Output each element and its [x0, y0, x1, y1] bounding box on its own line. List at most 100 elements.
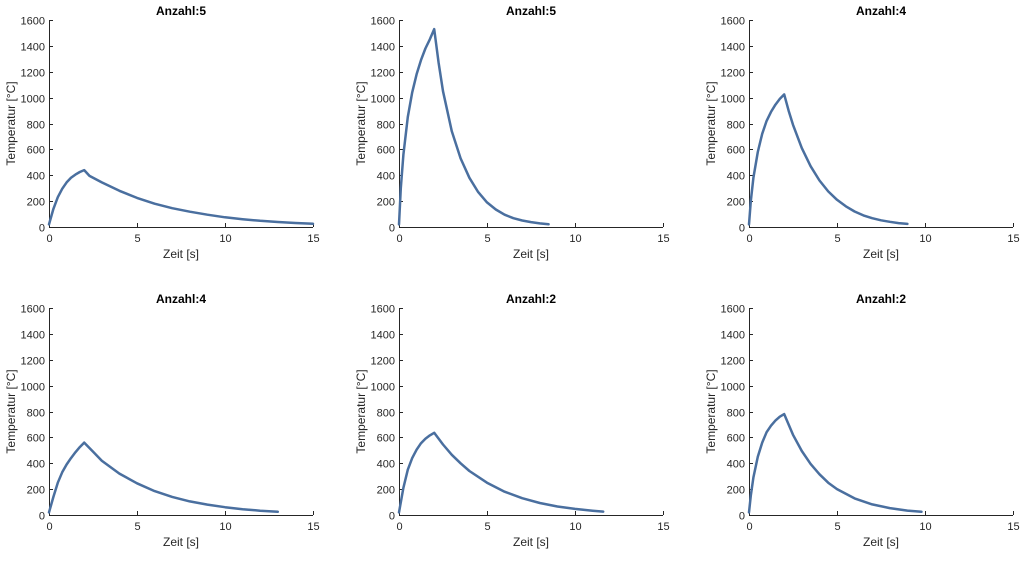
- x-tick-label: 15: [657, 521, 669, 533]
- x-tick-label: 10: [569, 233, 581, 245]
- y-tick-label: 400: [27, 459, 45, 471]
- y-tick-label: 600: [377, 145, 395, 157]
- series-line-1: [47, 168, 315, 226]
- y-tick-label: 200: [27, 197, 45, 209]
- x-tick-label: 10: [219, 521, 231, 533]
- chart-title: Anzahl:2: [856, 292, 906, 306]
- y-tick-label: 800: [27, 120, 45, 132]
- y-tick-label: 200: [27, 485, 45, 497]
- y-tick-label: 800: [377, 120, 395, 132]
- y-tick-label: 1200: [21, 356, 45, 368]
- x-tick-label: 15: [1007, 233, 1019, 245]
- x-axis-label: Zeit [s]: [163, 535, 199, 549]
- y-tick-label: 1200: [21, 68, 45, 80]
- x-tick-label: 0: [46, 521, 52, 533]
- x-tick-label: 5: [484, 521, 490, 533]
- y-tick-label: 1400: [21, 330, 45, 342]
- y-tick-label: 0: [739, 511, 745, 523]
- x-tick-label: 10: [919, 233, 931, 245]
- chart-title: Anzahl:2: [506, 292, 556, 306]
- y-tick-label: 800: [727, 120, 745, 132]
- y-tick-label: 1600: [21, 16, 45, 28]
- y-tick-label: 200: [377, 197, 395, 209]
- y-tick-label: 800: [27, 408, 45, 420]
- y-tick-label: 1600: [721, 16, 745, 28]
- chart-panel-5: 0 200 400 600 800 1000 1200 1400 1600 0 5 10 15 Anzah…: [354, 292, 670, 549]
- x-tick-label: 15: [307, 233, 319, 245]
- y-tick-label: 400: [377, 459, 395, 471]
- y-axis-label: Temperatur [°C]: [4, 81, 18, 165]
- series-line-1: [747, 412, 923, 514]
- x-tick-label: 10: [219, 233, 231, 245]
- chart-title: Anzahl:4: [156, 292, 206, 306]
- y-axis-label: Temperatur [°C]: [354, 369, 368, 453]
- x-tick-label: 10: [569, 521, 581, 533]
- y-tick-label: 1200: [721, 68, 745, 80]
- y-tick-label: 0: [739, 223, 745, 235]
- y-tick-label: 1400: [371, 330, 395, 342]
- x-tick-label: 5: [834, 521, 840, 533]
- x-tick-label: 0: [746, 233, 752, 245]
- y-axis-label: Temperatur [°C]: [704, 369, 718, 453]
- series-line-1: [397, 431, 605, 514]
- y-axis-label: Temperatur [°C]: [704, 81, 718, 165]
- y-tick-label: 200: [377, 485, 395, 497]
- y-tick-label: 400: [727, 171, 745, 183]
- x-axis-label: Zeit [s]: [863, 535, 899, 549]
- x-tick-label: 0: [46, 233, 52, 245]
- y-tick-label: 1000: [21, 94, 45, 106]
- y-tick-label: 400: [377, 171, 395, 183]
- y-tick-label: 1600: [21, 304, 45, 316]
- y-tick-label: 0: [389, 511, 395, 523]
- y-axis-label: Temperatur [°C]: [4, 369, 18, 453]
- y-tick-label: 800: [727, 408, 745, 420]
- y-tick-label: 200: [727, 197, 745, 209]
- y-tick-label: 1000: [371, 94, 395, 106]
- y-tick-label: 1200: [371, 68, 395, 80]
- chart-panel-2: 0 200 400 600 800 1000 1200 1400 1600 0 5 10 15 Anzah…: [354, 4, 670, 261]
- y-tick-label: 0: [39, 223, 45, 235]
- x-tick-label: 5: [834, 233, 840, 245]
- y-tick-label: 600: [377, 433, 395, 445]
- y-tick-label: 1200: [721, 356, 745, 368]
- y-tick-label: 800: [377, 408, 395, 420]
- y-tick-label: 1200: [371, 356, 395, 368]
- chart-title: Anzahl:4: [856, 4, 906, 18]
- x-axis-label: Zeit [s]: [513, 535, 549, 549]
- chart-panel-1: 0 200 400 600 800 1000 1200 1400 1600 0 5 10 15 Anzah…: [4, 4, 320, 261]
- x-tick-label: 5: [134, 521, 140, 533]
- x-tick-label: 5: [134, 233, 140, 245]
- chart-title: Anzahl:5: [156, 4, 206, 18]
- y-tick-label: 600: [27, 433, 45, 445]
- y-axis-label: Temperatur [°C]: [354, 81, 368, 165]
- y-tick-label: 1400: [21, 42, 45, 54]
- x-axis-label: Zeit [s]: [513, 247, 549, 261]
- y-tick-label: 200: [727, 485, 745, 497]
- y-tick-label: 600: [727, 433, 745, 445]
- series-line-1: [397, 27, 550, 226]
- x-tick-label: 0: [746, 521, 752, 533]
- x-tick-label: 15: [1007, 521, 1019, 533]
- y-tick-label: 0: [39, 511, 45, 523]
- y-tick-label: 1600: [371, 16, 395, 28]
- y-tick-label: 1000: [721, 94, 745, 106]
- chart-title: Anzahl:5: [506, 4, 556, 18]
- x-tick-label: 10: [919, 521, 931, 533]
- y-tick-label: 1000: [371, 382, 395, 394]
- series-line-1: [47, 441, 280, 514]
- chart-panel-3: 0 200 400 600 800 1000 1200 1400 1600 0 5 10 15 Anzah…: [704, 4, 1020, 261]
- y-tick-label: 1600: [721, 304, 745, 316]
- y-tick-label: 600: [27, 145, 45, 157]
- x-tick-label: 5: [484, 233, 490, 245]
- y-tick-label: 1400: [721, 330, 745, 342]
- y-tick-label: 1600: [371, 304, 395, 316]
- y-tick-label: 400: [727, 459, 745, 471]
- x-tick-label: 15: [657, 233, 669, 245]
- y-tick-label: 1000: [21, 382, 45, 394]
- y-tick-label: 1400: [371, 42, 395, 54]
- series-line-1: [747, 93, 909, 226]
- x-tick-label: 15: [307, 521, 319, 533]
- y-tick-label: 400: [27, 171, 45, 183]
- y-tick-label: 1400: [721, 42, 745, 54]
